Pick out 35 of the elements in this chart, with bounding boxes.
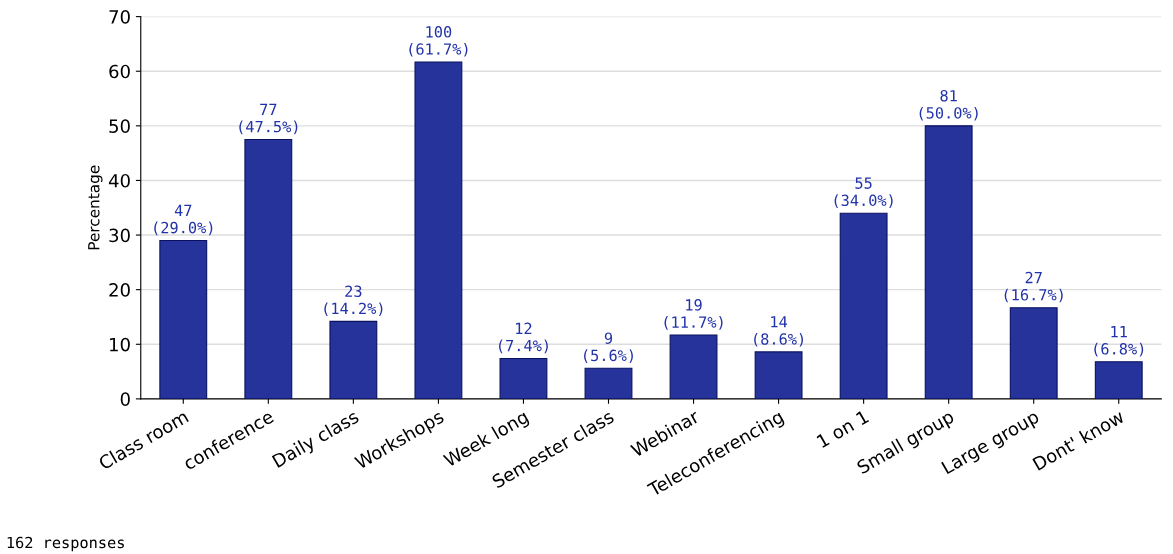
- data-label: 19 (11.7%): [664, 299, 723, 330]
- y-tick-label: 50: [109, 119, 130, 133]
- bar: [414, 61, 463, 399]
- y-tick-label: 40: [108, 173, 130, 188]
- data-label: 77 (47.5%): [239, 103, 298, 135]
- bar: [1009, 307, 1058, 399]
- data-label: 12 (7.4%): [499, 322, 548, 354]
- y-tick-label: 30: [109, 228, 130, 243]
- y-tick-label: 20: [109, 283, 130, 297]
- bar: [669, 334, 718, 399]
- data-label: 27 (16.7%): [1004, 271, 1063, 303]
- bar: [499, 357, 548, 399]
- text: 162 responses: [7, 536, 124, 552]
- data-label: 23 (14.2%): [324, 285, 383, 317]
- bar: [1094, 361, 1143, 399]
- data-label: 11 (6.8%): [1094, 326, 1144, 357]
- x-tick-label: 1 on 1: [816, 409, 870, 449]
- bar: [839, 212, 888, 399]
- bar: [584, 367, 633, 399]
- data-label: 55 (34.0%): [834, 177, 893, 208]
- bar: [244, 138, 293, 399]
- data-label: 14 (8.6%): [754, 316, 803, 347]
- data-label: 9 (5.6%): [584, 332, 633, 363]
- bar: [159, 239, 208, 399]
- data-label: 81 (50.0%): [919, 89, 978, 121]
- y-tick-label: 10: [110, 337, 130, 352]
- y-tick-label: 70: [109, 10, 130, 24]
- y-tick-label: 0: [120, 392, 130, 406]
- bar: [924, 125, 973, 399]
- y-tick-label: 60: [109, 64, 130, 79]
- bar: [329, 320, 378, 399]
- y-axis-title: Percentage: [88, 165, 103, 250]
- bar: [754, 351, 803, 399]
- data-label: 100 (61.7%): [409, 26, 468, 57]
- data-label: 47 (29.0%): [154, 204, 213, 236]
